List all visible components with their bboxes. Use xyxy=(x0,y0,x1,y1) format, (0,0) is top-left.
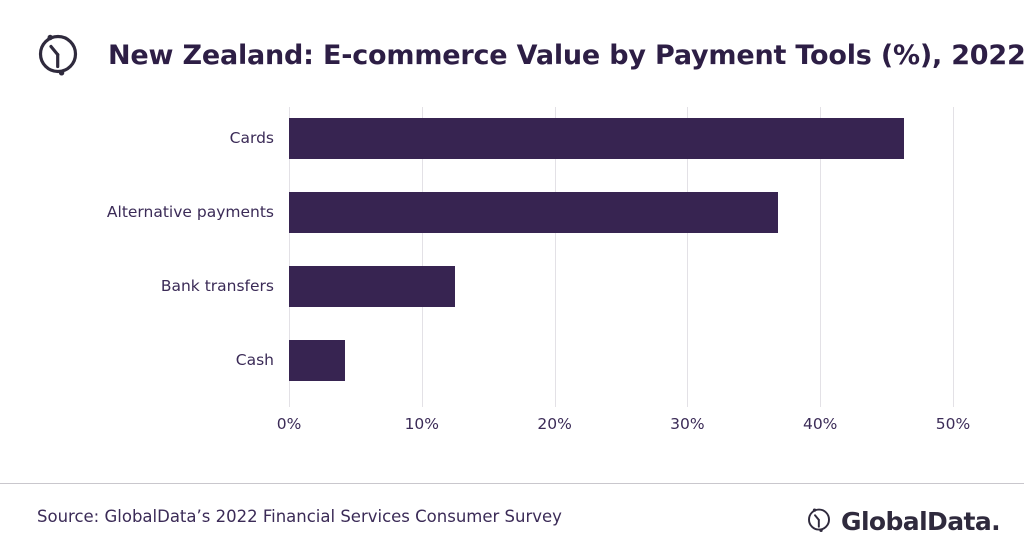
y-category-label: Cards xyxy=(229,129,274,147)
x-tick-label: 0% xyxy=(276,415,302,433)
footer-brand-label: GlobalData. xyxy=(841,506,1001,536)
footer-brand: GlobalData. xyxy=(803,503,1001,539)
x-gridline xyxy=(421,107,423,407)
page-title: New Zealand: E-commerce Value by Payment… xyxy=(108,40,1024,71)
bar-row: Cash xyxy=(236,340,953,381)
globaldata-circle-slash-icon xyxy=(803,503,835,539)
x-gridline xyxy=(820,107,822,407)
x-tick-label: 20% xyxy=(537,415,572,433)
globaldata-circle-slash-icon xyxy=(30,25,86,81)
bar-bank-transfers xyxy=(289,266,455,307)
bar-cash xyxy=(289,340,345,381)
y-category-label: Bank transfers xyxy=(160,277,274,295)
x-gridline xyxy=(687,107,689,407)
bar-alternative-payments xyxy=(289,192,778,233)
plot-area: 0% 10% 20% 30% 40% 50% Cards Alternative paymen… xyxy=(107,107,970,433)
chart-canvas: 0% 10% 20% 30% 40% 50% Cards Alternative paymen… xyxy=(0,100,1024,460)
x-tick-label: 40% xyxy=(802,415,838,433)
bar-row: Alternative payments xyxy=(107,192,953,233)
x-gridline xyxy=(289,107,290,407)
x-tick-label: 30% xyxy=(670,415,705,433)
y-category-label: Cash xyxy=(235,351,274,369)
x-gridline xyxy=(953,107,954,407)
source-note: Source: GlobalData’s 2022 Financial Serv… xyxy=(37,507,562,526)
x-tick-label: 50% xyxy=(935,415,971,433)
footer-divider xyxy=(0,483,1024,484)
x-gridline xyxy=(554,107,556,407)
bar-cards xyxy=(289,118,904,159)
bar-row: Cards xyxy=(230,118,953,159)
chart-header: New Zealand: E-commerce Value by Payment… xyxy=(0,0,1024,100)
x-tick-label: 10% xyxy=(404,415,440,433)
bar-row: Bank transfers xyxy=(161,266,953,307)
y-category-label: Alternative payments xyxy=(106,203,274,221)
